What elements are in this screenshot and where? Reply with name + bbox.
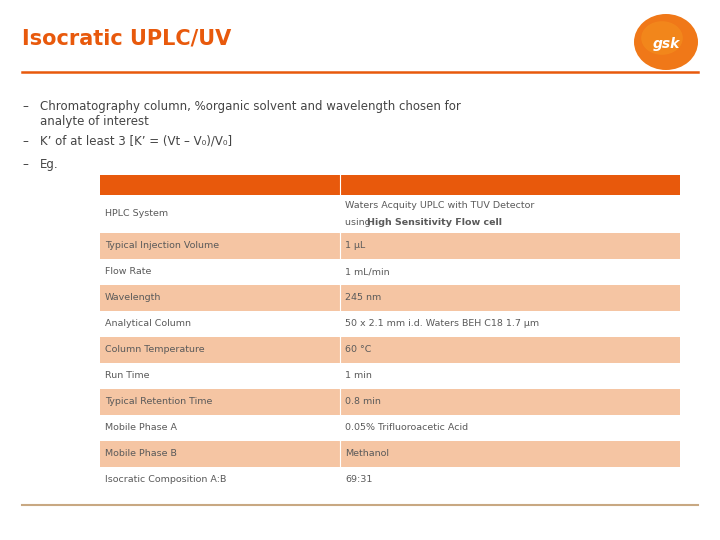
Text: Mobile Phase B: Mobile Phase B — [105, 449, 177, 458]
Bar — [100, 337, 680, 363]
Text: –: – — [22, 158, 28, 171]
Text: K’ of at least 3 [K’ = (Vt – V₀)/V₀]: K’ of at least 3 [K’ = (Vt – V₀)/V₀] — [40, 135, 232, 148]
Text: Run Time: Run Time — [105, 372, 150, 381]
Text: Flow Rate: Flow Rate — [105, 267, 151, 276]
Bar — [100, 415, 680, 441]
Bar — [100, 467, 680, 493]
Bar — [100, 311, 680, 337]
Bar — [100, 441, 680, 467]
Text: Eg.: Eg. — [40, 158, 58, 171]
Text: Column Temperature: Column Temperature — [105, 346, 204, 354]
Bar — [100, 195, 680, 233]
Text: analyte of interest: analyte of interest — [40, 115, 149, 128]
Text: gsk: gsk — [652, 37, 680, 51]
Text: using: using — [345, 218, 374, 227]
Bar — [100, 175, 680, 195]
Text: Chromatography column, %organic solvent and wavelength chosen for: Chromatography column, %organic solvent … — [40, 100, 461, 113]
Text: 69:31: 69:31 — [345, 476, 372, 484]
Bar — [100, 259, 680, 285]
Text: Typical Retention Time: Typical Retention Time — [105, 397, 212, 407]
Text: 1 mL/min: 1 mL/min — [345, 267, 390, 276]
Bar — [100, 363, 680, 389]
Text: 0.8 min: 0.8 min — [345, 397, 381, 407]
Text: Methanol: Methanol — [345, 449, 389, 458]
Text: 50 x 2.1 mm i.d. Waters BEH C18 1.7 μm: 50 x 2.1 mm i.d. Waters BEH C18 1.7 μm — [345, 320, 539, 328]
Ellipse shape — [642, 21, 683, 55]
Text: 60 °C: 60 °C — [345, 346, 372, 354]
Text: –: – — [22, 135, 28, 148]
Text: High Sensitivity Flow cell: High Sensitivity Flow cell — [367, 218, 502, 227]
Bar — [100, 285, 680, 311]
Text: Isocratic UPLC/UV: Isocratic UPLC/UV — [22, 28, 231, 48]
Text: 1 min: 1 min — [345, 372, 372, 381]
Text: Wavelength: Wavelength — [105, 294, 161, 302]
Text: 245 nm: 245 nm — [345, 294, 382, 302]
Text: 1 μL: 1 μL — [345, 241, 365, 251]
Text: HPLC System: HPLC System — [105, 210, 168, 219]
Ellipse shape — [634, 14, 698, 70]
Bar — [100, 389, 680, 415]
Text: Typical Injection Volume: Typical Injection Volume — [105, 241, 219, 251]
Text: Mobile Phase A: Mobile Phase A — [105, 423, 177, 433]
Text: Waters Acquity UPLC with TUV Detector: Waters Acquity UPLC with TUV Detector — [345, 201, 534, 210]
Text: 0.05% Trifluoroacetic Acid: 0.05% Trifluoroacetic Acid — [345, 423, 468, 433]
Bar — [100, 233, 680, 259]
Text: Analytical Column: Analytical Column — [105, 320, 191, 328]
Text: –: – — [22, 100, 28, 113]
Text: Isocratic Composition A:B: Isocratic Composition A:B — [105, 476, 226, 484]
